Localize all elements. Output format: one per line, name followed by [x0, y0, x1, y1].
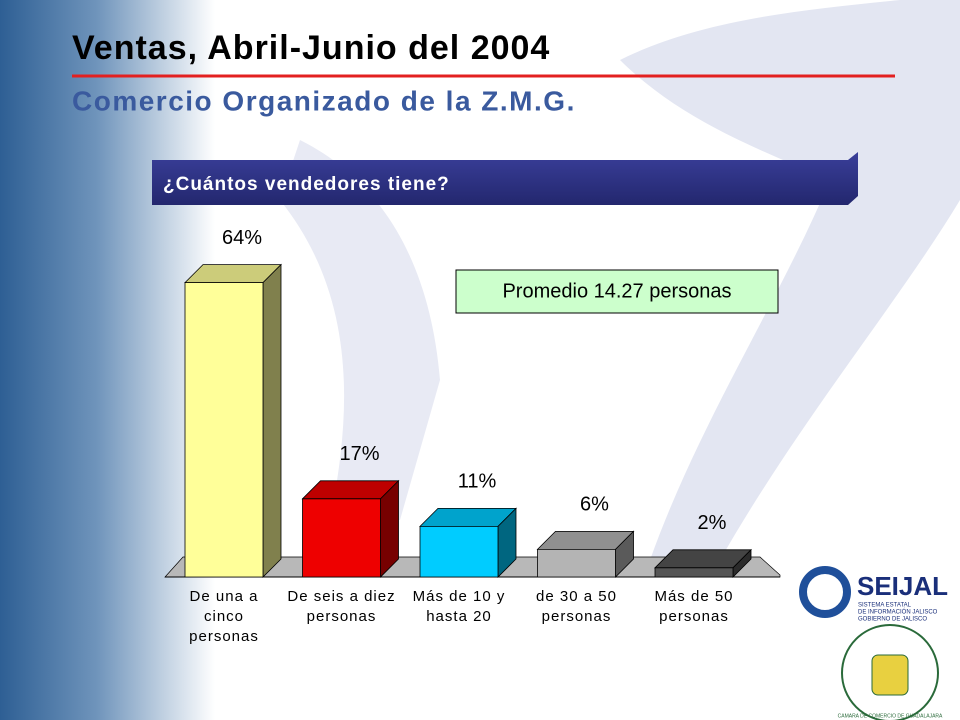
bar-face [302, 498, 381, 578]
value-label: 17% [339, 443, 379, 465]
seijal-line: SISTEMA ESTATAL [858, 603, 912, 609]
seijal-line: DE INFORMACIÓN JALISCO [858, 609, 938, 616]
watermark [620, 0, 960, 560]
slide-title: Ventas, Abril-Junio del 2004 [72, 29, 550, 67]
camara-name: CAMARA DE COMERCIO DE GUADALAJARA [838, 713, 943, 719]
x-tick-label: de 30 a 50 personas [536, 588, 617, 625]
value-label: 2% [698, 512, 727, 534]
seijal-logo [799, 566, 851, 618]
slide-subtitle: Comercio Organizado de la Z.M.G. [72, 85, 576, 116]
x-tick-label: Más de 50 personas [654, 588, 734, 625]
x-tick-label: De seis a diez personas [287, 588, 396, 625]
side-stripe [0, 0, 215, 720]
x-tick-label: De una a cinco personas [189, 588, 259, 645]
value-label: 6% [580, 494, 609, 516]
bar-face [537, 549, 616, 578]
x-tick-label: Más de 10 y hasta 20 [412, 588, 506, 625]
bar [419, 507, 517, 578]
bar [654, 548, 752, 578]
bar [184, 263, 282, 578]
seijal-line: GOBIERNO DE JALISCO [858, 617, 927, 623]
value-label: 64% [222, 227, 262, 249]
camara-logo [841, 624, 939, 720]
value-label: 11% [458, 471, 497, 493]
watermark [280, 140, 440, 520]
question-box [152, 152, 858, 205]
bar-face [419, 526, 499, 578]
annotation: Promedio 14.27 personas [502, 280, 731, 302]
question: ¿Cuántos vendedores tiene? [163, 174, 450, 195]
bar-face [654, 567, 734, 578]
seijal-name: SEIJAL [857, 571, 948, 601]
bar-face [184, 282, 264, 578]
bar [301, 479, 400, 578]
bar-face [262, 263, 282, 578]
camara-shield [871, 654, 909, 696]
annotation-box [455, 269, 779, 314]
bar [536, 530, 635, 578]
